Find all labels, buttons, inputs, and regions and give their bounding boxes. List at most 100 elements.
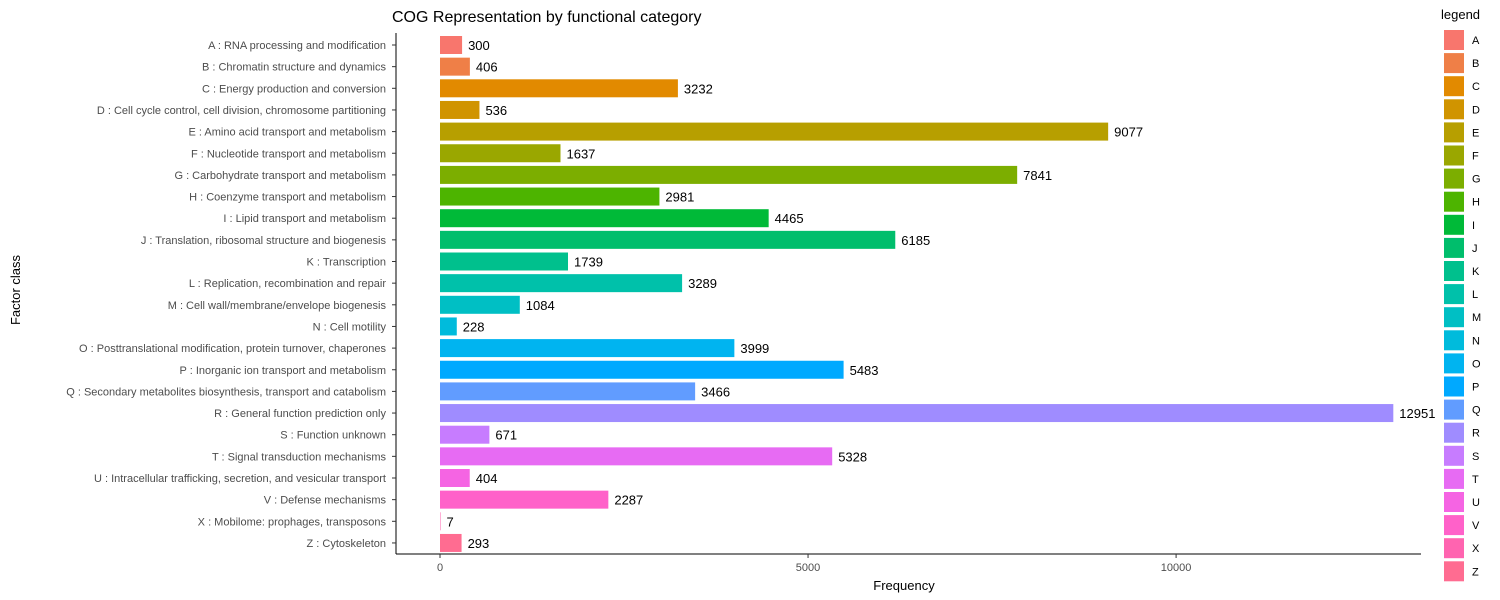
legend-label-s: S <box>1472 451 1479 463</box>
value-label-t: 5328 <box>838 449 867 464</box>
bar-t <box>440 447 833 466</box>
legend-swatch-n <box>1444 330 1464 351</box>
value-label-d: 536 <box>485 103 507 118</box>
legend-swatch-g <box>1444 168 1464 189</box>
x-axis-title: Frequency <box>873 578 935 593</box>
value-label-p: 5483 <box>850 363 879 378</box>
value-label-a: 300 <box>468 38 490 53</box>
bar-e <box>440 122 1109 141</box>
y-axis-title: Factor class <box>8 254 23 325</box>
value-label-r: 12951 <box>1399 406 1435 421</box>
legend-swatch-t <box>1444 468 1464 489</box>
legend-swatch-a <box>1444 30 1464 50</box>
legend-title: legend <box>1441 7 1480 22</box>
legend-swatch-q <box>1444 399 1464 420</box>
legend-swatch-f <box>1444 145 1464 166</box>
bar-k <box>440 252 569 271</box>
value-label-j: 6185 <box>901 233 930 248</box>
value-label-h: 2981 <box>665 190 694 205</box>
x-tick-label-5000: 5000 <box>796 562 820 574</box>
legend-swatch-d <box>1444 99 1464 120</box>
legend-label-e: E <box>1472 127 1479 139</box>
category-label-b: B : Chromatin structure and dynamics <box>202 62 387 74</box>
category-label-o: O : Posttranslational modification, prot… <box>79 343 386 355</box>
bar-v <box>440 490 609 509</box>
bar-n <box>440 317 457 336</box>
category-label-n: N : Cell motility <box>313 321 387 333</box>
category-label-c: C : Energy production and conversion <box>202 83 386 95</box>
value-label-q: 3466 <box>701 384 730 399</box>
bar-s <box>440 425 490 444</box>
legend-swatch-j <box>1444 237 1464 258</box>
legend-label-z: Z <box>1472 566 1479 578</box>
legend-label-b: B <box>1472 58 1479 70</box>
bar-i <box>440 209 769 228</box>
bar-h <box>440 187 660 206</box>
legend-swatch-r <box>1444 422 1464 443</box>
bars-layer <box>440 36 1394 552</box>
category-label-p: P : Inorganic ion transport and metaboli… <box>180 365 386 377</box>
value-label-n: 228 <box>463 319 485 334</box>
legend-label-x: X <box>1472 543 1480 555</box>
category-label-r: R : General function prediction only <box>214 408 386 420</box>
value-label-f: 1637 <box>566 146 595 161</box>
category-label-a: A : RNA processing and modification <box>208 40 386 52</box>
legend-label-d: D <box>1472 104 1480 116</box>
legend-swatch-c <box>1444 76 1464 97</box>
legend-swatch-v <box>1444 515 1464 536</box>
value-label-z: 293 <box>468 536 490 551</box>
legend-swatch-b <box>1444 53 1464 74</box>
category-label-u: U : Intracellular trafficking, secretion… <box>94 473 386 485</box>
category-label-k: K : Transcription <box>307 257 386 269</box>
legend-label-u: U <box>1472 497 1480 509</box>
bar-z <box>440 533 462 552</box>
legend-swatch-k <box>1444 261 1464 281</box>
legend-label-f: F <box>1472 151 1479 163</box>
category-label-v: V : Defense mechanisms <box>264 495 387 507</box>
category-label-i: I : Lipid transport and metabolism <box>223 213 386 225</box>
legend-label-r: R <box>1472 428 1480 440</box>
category-label-x: X : Mobilome: prophages, transposons <box>198 516 387 528</box>
legend-swatch-p <box>1444 376 1464 397</box>
category-label-f: F : Nucleotide transport and metabolism <box>191 148 386 160</box>
bar-u <box>440 469 470 487</box>
legend-swatch-u <box>1444 492 1464 512</box>
bar-m <box>440 295 520 314</box>
value-label-s: 671 <box>495 428 517 443</box>
bar-q <box>440 382 696 401</box>
value-label-c: 3232 <box>684 81 713 96</box>
bar-b <box>440 57 470 76</box>
category-label-l: L : Replication, recombination and repai… <box>189 278 386 290</box>
value-label-v: 2287 <box>614 493 643 508</box>
bar-a <box>440 36 463 54</box>
value-labels-layer: 300 406 3232 536 9077 1637 7841 2981 4465 6185 173… <box>447 38 1436 551</box>
legend-label-j: J <box>1472 243 1478 255</box>
legend-label-n: N <box>1472 335 1480 347</box>
legend-label-v: V <box>1472 520 1480 532</box>
legend-swatch-m <box>1444 307 1464 328</box>
legend-swatch-i <box>1444 214 1464 235</box>
legend-label-i: I <box>1472 220 1475 232</box>
legend-label-c: C <box>1472 81 1480 93</box>
value-label-m: 1084 <box>526 298 555 313</box>
legend-label-o: O <box>1472 358 1481 370</box>
bar-o <box>440 339 735 358</box>
category-label-d: D : Cell cycle control, cell division, c… <box>97 105 386 117</box>
legend-label-l: L <box>1472 289 1478 301</box>
bar-l <box>440 274 683 293</box>
category-label-q: Q : Secondary metabolites biosynthesis, … <box>66 386 386 398</box>
bar-f <box>440 144 561 163</box>
value-label-g: 7841 <box>1023 168 1052 183</box>
category-label-z: Z : Cytoskeleton <box>307 538 386 550</box>
x-tick-label-0: 0 <box>437 562 443 574</box>
value-label-k: 1739 <box>574 255 603 270</box>
category-label-j: J : Translation, ribosomal structure and… <box>141 235 387 247</box>
bar-p <box>440 360 844 379</box>
category-labels-layer: A : RNA processing and modification B : C… <box>66 40 396 550</box>
bar-j <box>440 230 896 249</box>
legend-label-k: K <box>1472 266 1480 278</box>
x-ticks-layer: 0 5000 10000 <box>437 554 1191 574</box>
value-label-u: 404 <box>476 471 498 486</box>
legend-label-g: G <box>1472 174 1481 186</box>
